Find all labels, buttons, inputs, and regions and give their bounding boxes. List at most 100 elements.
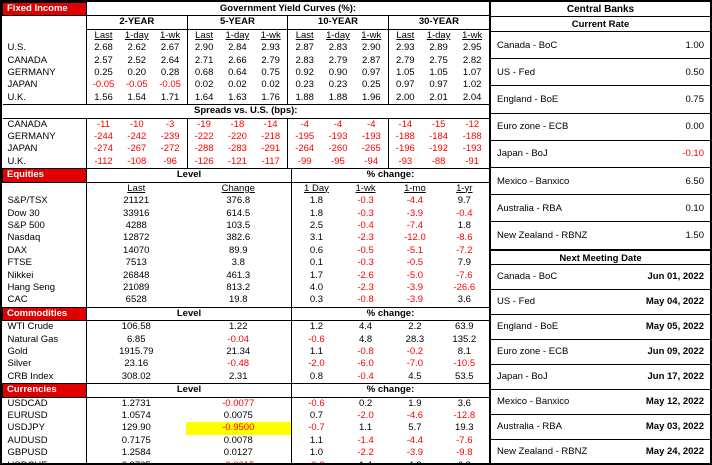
col-header-1day: 1-day — [124, 29, 149, 41]
value-cell: 0.23 — [328, 79, 348, 91]
change-cell: 3.8 — [231, 257, 245, 269]
last-cell: 21089 — [123, 281, 150, 293]
central-bank-value: May 05, 2022 — [645, 321, 704, 332]
pct-1day-cell: 0.6 — [291, 244, 341, 258]
yield-curves-title: Government Yield Curves (%): — [86, 2, 489, 17]
value-cell: 1.88 — [287, 91, 322, 105]
equities-table: Equities Level % change: Last Change 1 D… — [2, 168, 490, 307]
pct-1yr-cell: 8.1 — [457, 345, 471, 357]
col-header-1wk: 1-wk — [355, 182, 376, 194]
central-bank-row: Euro zone - ECB Jun 09, 2022 — [491, 340, 710, 365]
table-row: Hang Seng 21089 813.2 4.0 -2.3 -3.9 -26.… — [2, 281, 490, 295]
table-row: USDCHF 0.9705 -0.0015 -0.2 1.4 4.2 6.8 — [2, 459, 490, 463]
value-cell: -14 — [387, 118, 422, 132]
table-row: CANADA 2.57 2.52 2.64 2.71 2.66 2.79 2.8… — [2, 54, 490, 68]
last-cell: 1915.79 — [119, 345, 154, 357]
next-meetings-list: Canada - BoC Jun 01, 2022 US - Fed May 0… — [491, 265, 710, 464]
central-bank-row: Canada - BoC Jun 01, 2022 — [491, 265, 710, 290]
spreads-header-row: Spreads vs. U.S. (bps): — [2, 104, 489, 119]
pct-1yr-cell: -12.8 — [453, 410, 476, 421]
change-cell: -0.0077 — [222, 397, 255, 409]
row-label: CANADA — [2, 54, 87, 68]
value-cell: -242 — [127, 131, 147, 143]
last-cell: 0.7175 — [121, 434, 151, 446]
value-cell: -4 — [367, 118, 376, 130]
central-bank-row: New Zealand - RBNZ May 24, 2022 — [491, 440, 710, 464]
value-cell: -121 — [227, 155, 247, 167]
value-cell: 2.90 — [186, 42, 221, 55]
last-cell: 7513 — [125, 257, 147, 269]
value-cell: 0.68 — [186, 67, 221, 80]
value-cell: -264 — [287, 143, 322, 156]
central-bank-name: Canada - BoC — [497, 271, 558, 282]
pct-1yr-cell: 6.8 — [440, 460, 489, 463]
value-cell: -15 — [431, 118, 446, 130]
value-cell: 0.64 — [228, 67, 247, 79]
pct-1wk-cell: -1.4 — [357, 434, 374, 446]
table-row: CRB Index 308.02 2.31 0.8 -0.4 4.5 53.5 — [2, 370, 490, 384]
value-cell: 1.07 — [462, 67, 482, 79]
commodities-section-label: Commodities — [2, 306, 87, 322]
spacer-cell — [2, 15, 87, 30]
table-row: U.S. 2.68 2.62 2.67 2.90 2.84 2.93 2.87 … — [2, 42, 490, 55]
col-header-1yr: 1-yr — [456, 182, 473, 194]
value-cell: -11 — [86, 118, 121, 132]
value-cell: 1.02 — [462, 79, 482, 91]
value-cell: 0.92 — [287, 67, 322, 80]
row-label: USDJPY — [2, 422, 87, 435]
pct-1yr-cell: -9.8 — [456, 447, 473, 459]
pct-1day-cell: -0.7 — [291, 422, 341, 435]
currencies-table: Currencies Level % change: USDCAD 1.2731… — [2, 383, 489, 463]
pct-1wk-cell: -2.3 — [357, 281, 374, 293]
central-bank-row: US - Fed 0.50 — [491, 59, 710, 87]
central-bank-row: Japan - BoJ -0.10 — [491, 141, 710, 168]
value-cell: 2.71 — [186, 54, 221, 68]
fixed-income-table: Fixed Income Government Yield Curves (%)… — [2, 2, 490, 169]
value-cell: -260 — [328, 143, 348, 155]
last-cell: 1.0574 — [121, 410, 151, 421]
last-cell: 33916 — [123, 207, 150, 219]
last-cell: 308.02 — [121, 370, 151, 382]
value-cell: -218 — [261, 131, 281, 143]
value-cell: 1.88 — [328, 91, 348, 103]
table-row: Nasdaq 12872 382.6 3.1 -2.3 -12.0 -8.6 — [2, 232, 490, 245]
row-label: GBPUSD — [2, 447, 87, 460]
pct-1mo-cell: 2.2 — [408, 321, 422, 333]
value-cell: -126 — [186, 155, 221, 169]
row-label: GERMANY — [2, 131, 87, 144]
central-bank-value: May 04, 2022 — [645, 296, 704, 307]
col-header-1mo: 1-mo — [404, 182, 426, 194]
last-cell: 6528 — [125, 294, 147, 306]
change-cell: 376.8 — [226, 195, 251, 207]
row-label: U.S. — [2, 42, 87, 55]
pct-1day-cell: 0.8 — [291, 370, 341, 384]
pct-1mo-cell: 28.3 — [405, 333, 425, 345]
col-header-1wk: 1-wk — [361, 29, 382, 41]
value-cell: -96 — [163, 155, 177, 167]
value-cell: 0.02 — [186, 79, 221, 92]
col-header-last: Last — [127, 182, 146, 194]
value-cell: 1.05 — [387, 67, 422, 80]
value-cell: 2.93 — [261, 42, 280, 54]
pct-1yr-cell: 63.9 — [455, 321, 474, 333]
value-cell: -108 — [127, 155, 147, 167]
value-cell: -193 — [462, 143, 482, 155]
value-cell: -193 — [328, 131, 348, 143]
last-cell: 4288 — [125, 219, 147, 231]
equities-body: S&P/TSX 21121 376.8 1.8 -0.3 -4.4 9.7 Do… — [2, 195, 490, 307]
value-cell: 2.90 — [362, 42, 381, 54]
central-bank-row: Canada - BoC 1.00 — [491, 32, 710, 60]
central-bank-value: 0.00 — [685, 121, 705, 133]
last-cell: 0.9705 — [87, 460, 186, 463]
pct-1mo-cell: -3.9 — [406, 281, 424, 293]
value-cell: 2.52 — [127, 54, 147, 66]
col-header-last: Last — [186, 29, 221, 43]
pct-change-group-header: % change: — [291, 383, 489, 398]
pct-1yr-cell: -7.2 — [456, 244, 473, 256]
value-cell: 0.97 — [362, 67, 381, 79]
change-cell: 614.5 — [226, 207, 251, 219]
pct-1day-cell: 3.1 — [291, 232, 341, 245]
value-cell: -193 — [361, 131, 381, 143]
central-bank-value: Jun 09, 2022 — [647, 346, 704, 357]
value-cell: 1.76 — [261, 91, 280, 103]
